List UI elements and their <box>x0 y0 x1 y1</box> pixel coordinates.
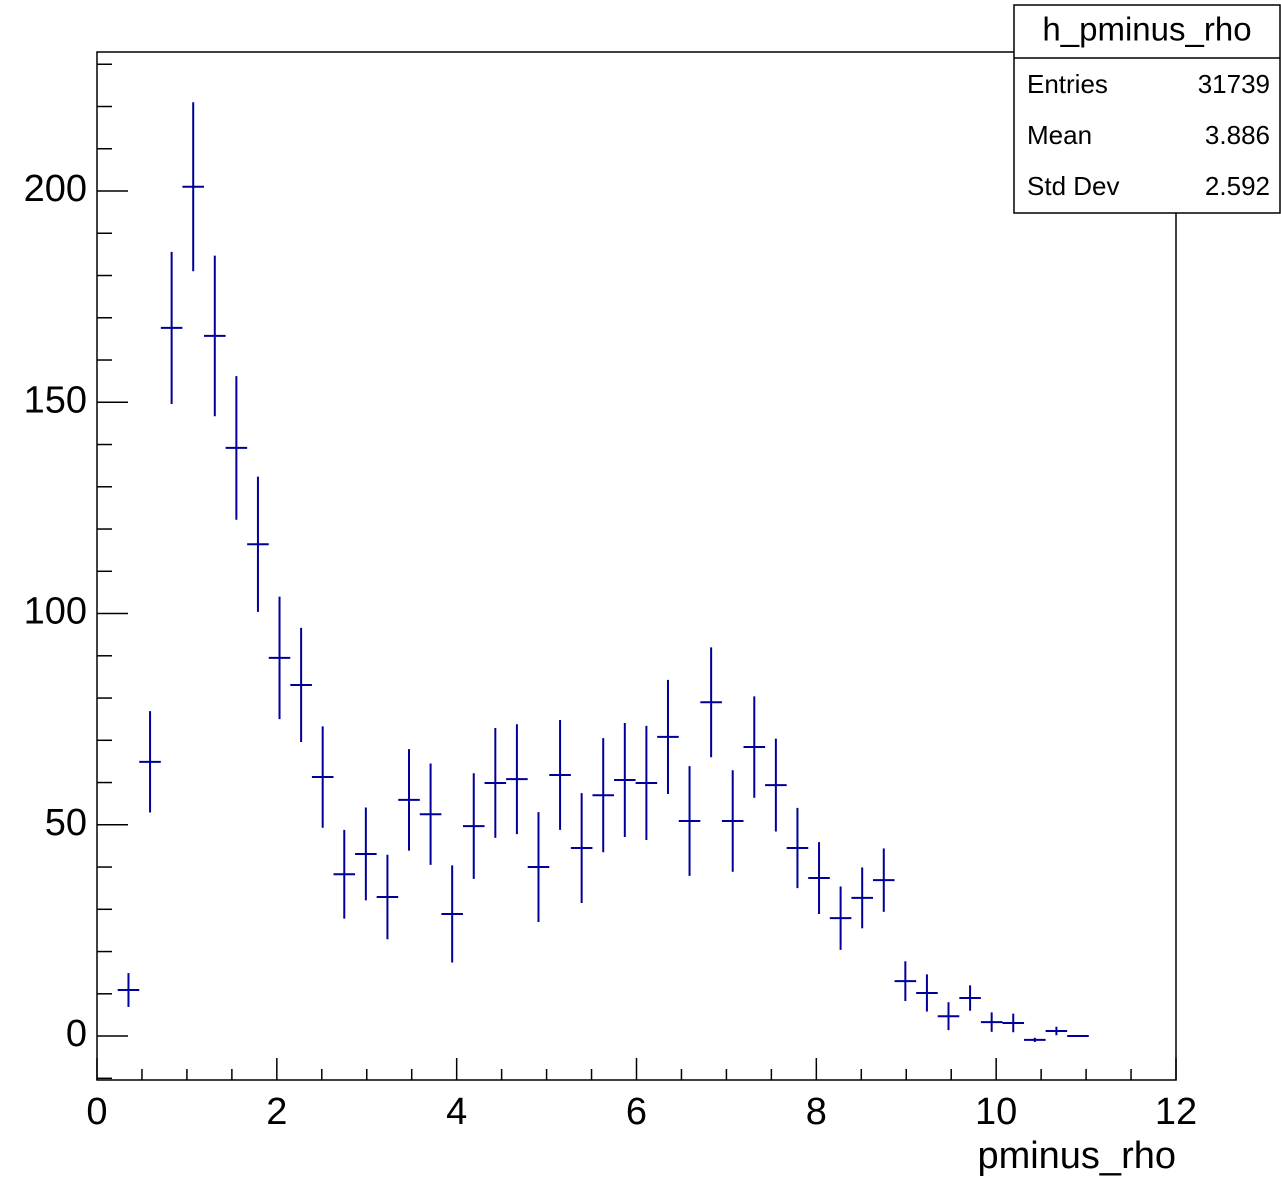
y-tick-label: 50 <box>45 802 87 844</box>
stats-value: 31739 <box>1198 69 1270 99</box>
x-tick-label: 4 <box>446 1091 467 1133</box>
x-axis-title: pminus_rho <box>977 1135 1176 1177</box>
y-tick-label: 200 <box>24 168 87 210</box>
stats-label: Mean <box>1027 120 1092 150</box>
stats-box: h_pminus_rho <box>1013 4 1281 214</box>
stats-value: 2.592 <box>1205 171 1270 201</box>
stats-frame <box>1013 4 1281 214</box>
y-tick-label: 0 <box>66 1013 87 1055</box>
stats-title: h_pminus_rho <box>1042 11 1251 48</box>
x-tick-label: 0 <box>86 1091 107 1133</box>
x-tick-label: 12 <box>1155 1091 1197 1133</box>
x-tick-label: 6 <box>626 1091 647 1133</box>
stats-label: Entries <box>1027 69 1108 99</box>
y-tick-label: 150 <box>24 379 87 421</box>
x-tick-label: 8 <box>806 1091 827 1133</box>
y-tick-label: 100 <box>24 591 87 633</box>
stats-value: 3.886 <box>1205 120 1270 150</box>
stats-label: Std Dev <box>1027 171 1120 201</box>
x-tick-label: 2 <box>266 1091 287 1133</box>
x-tick-label: 10 <box>975 1091 1017 1133</box>
